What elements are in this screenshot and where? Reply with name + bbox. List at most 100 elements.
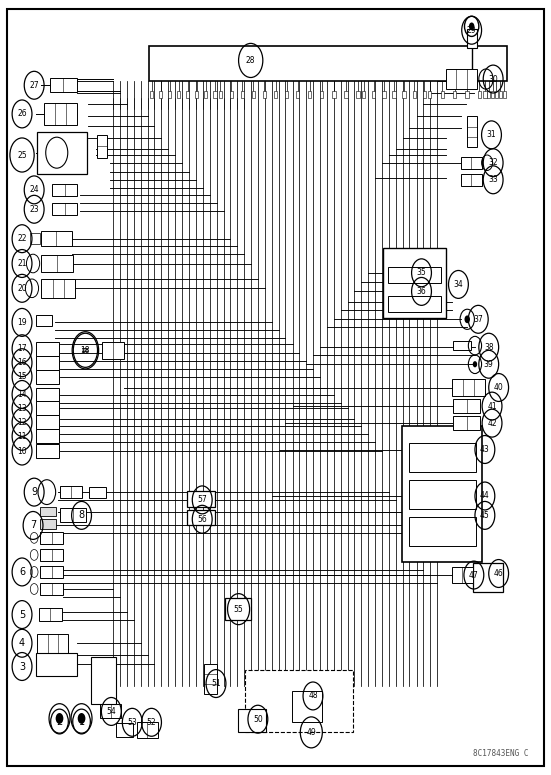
Bar — [36, 401, 59, 415]
Text: 23: 23 — [29, 205, 39, 214]
Bar — [39, 608, 62, 621]
Bar — [36, 415, 59, 429]
Bar — [137, 722, 158, 738]
Text: 29: 29 — [467, 26, 477, 35]
Text: ≡: ≡ — [82, 346, 89, 355]
Bar — [452, 567, 473, 583]
Bar — [292, 691, 322, 722]
Circle shape — [78, 713, 85, 724]
Bar — [428, 91, 431, 98]
Bar — [52, 184, 77, 196]
Bar — [60, 508, 86, 522]
Bar — [40, 583, 63, 595]
Bar — [102, 342, 124, 359]
Text: 38: 38 — [484, 343, 494, 352]
Bar — [453, 416, 480, 430]
Bar — [36, 342, 59, 356]
Bar — [36, 356, 59, 370]
Bar — [332, 91, 336, 98]
Bar — [413, 91, 416, 98]
Bar — [487, 91, 490, 98]
Text: 47: 47 — [469, 570, 479, 580]
Text: 18: 18 — [80, 346, 90, 355]
Bar — [467, 116, 477, 147]
Bar — [52, 203, 77, 215]
Circle shape — [469, 22, 474, 30]
Text: 20: 20 — [17, 284, 27, 293]
Text: 21: 21 — [17, 259, 27, 268]
Bar — [362, 91, 365, 98]
Text: 25: 25 — [17, 150, 27, 160]
Text: 41: 41 — [487, 401, 497, 411]
Bar — [461, 174, 482, 186]
Bar — [245, 670, 353, 732]
Text: 42: 42 — [487, 418, 497, 428]
Text: 17: 17 — [17, 344, 27, 353]
Text: 8: 8 — [78, 511, 85, 520]
Bar — [296, 91, 299, 98]
Text: 4: 4 — [19, 639, 25, 648]
Bar — [388, 296, 441, 312]
Bar — [453, 341, 471, 350]
Bar — [452, 379, 485, 396]
Bar — [100, 704, 121, 718]
Bar — [423, 91, 426, 98]
Bar — [382, 91, 386, 98]
Text: 22: 22 — [17, 234, 27, 243]
Text: 46: 46 — [494, 569, 504, 578]
Bar — [241, 91, 244, 98]
Bar — [37, 132, 87, 174]
Text: 31: 31 — [487, 130, 496, 140]
Bar — [392, 91, 396, 98]
Text: 36: 36 — [417, 287, 426, 296]
Bar — [225, 598, 251, 620]
Bar — [40, 532, 56, 541]
Bar — [402, 91, 406, 98]
Bar — [213, 91, 217, 98]
Text: 40: 40 — [494, 383, 504, 392]
Bar — [204, 664, 217, 694]
Bar — [159, 91, 162, 98]
Text: 8C17843ENG C: 8C17843ENG C — [473, 749, 529, 758]
Text: 43: 43 — [480, 445, 490, 454]
Bar — [149, 46, 507, 81]
Bar — [441, 91, 444, 98]
Text: 5: 5 — [19, 610, 25, 619]
Bar — [461, 157, 482, 169]
Text: 26: 26 — [17, 109, 27, 119]
Bar — [453, 399, 480, 413]
Text: 54: 54 — [106, 707, 116, 716]
Text: 39: 39 — [484, 360, 494, 369]
Bar — [41, 255, 73, 272]
Bar — [187, 510, 215, 525]
Bar — [168, 91, 171, 98]
Bar — [483, 91, 487, 98]
Bar — [478, 91, 481, 98]
Text: 3: 3 — [19, 662, 25, 671]
Bar — [219, 91, 222, 98]
Bar — [150, 91, 153, 98]
Bar — [473, 563, 503, 592]
Text: 10: 10 — [17, 446, 27, 456]
Bar — [89, 487, 106, 498]
Bar — [40, 549, 63, 561]
Text: 9: 9 — [31, 487, 37, 497]
Bar — [252, 91, 255, 98]
Text: 1: 1 — [78, 717, 85, 726]
Bar — [36, 444, 59, 458]
Text: 30: 30 — [488, 74, 498, 84]
Circle shape — [473, 361, 477, 367]
Bar — [383, 248, 446, 318]
Bar — [503, 91, 506, 98]
Text: 34: 34 — [453, 280, 463, 289]
Circle shape — [56, 713, 63, 724]
Bar — [453, 91, 456, 98]
Text: 48: 48 — [308, 691, 318, 701]
Bar — [409, 443, 476, 472]
Text: 24: 24 — [29, 185, 39, 195]
Text: 6: 6 — [19, 567, 25, 577]
Bar — [44, 103, 77, 125]
Bar — [30, 232, 40, 244]
Text: 28: 28 — [246, 56, 256, 65]
Bar — [195, 91, 198, 98]
